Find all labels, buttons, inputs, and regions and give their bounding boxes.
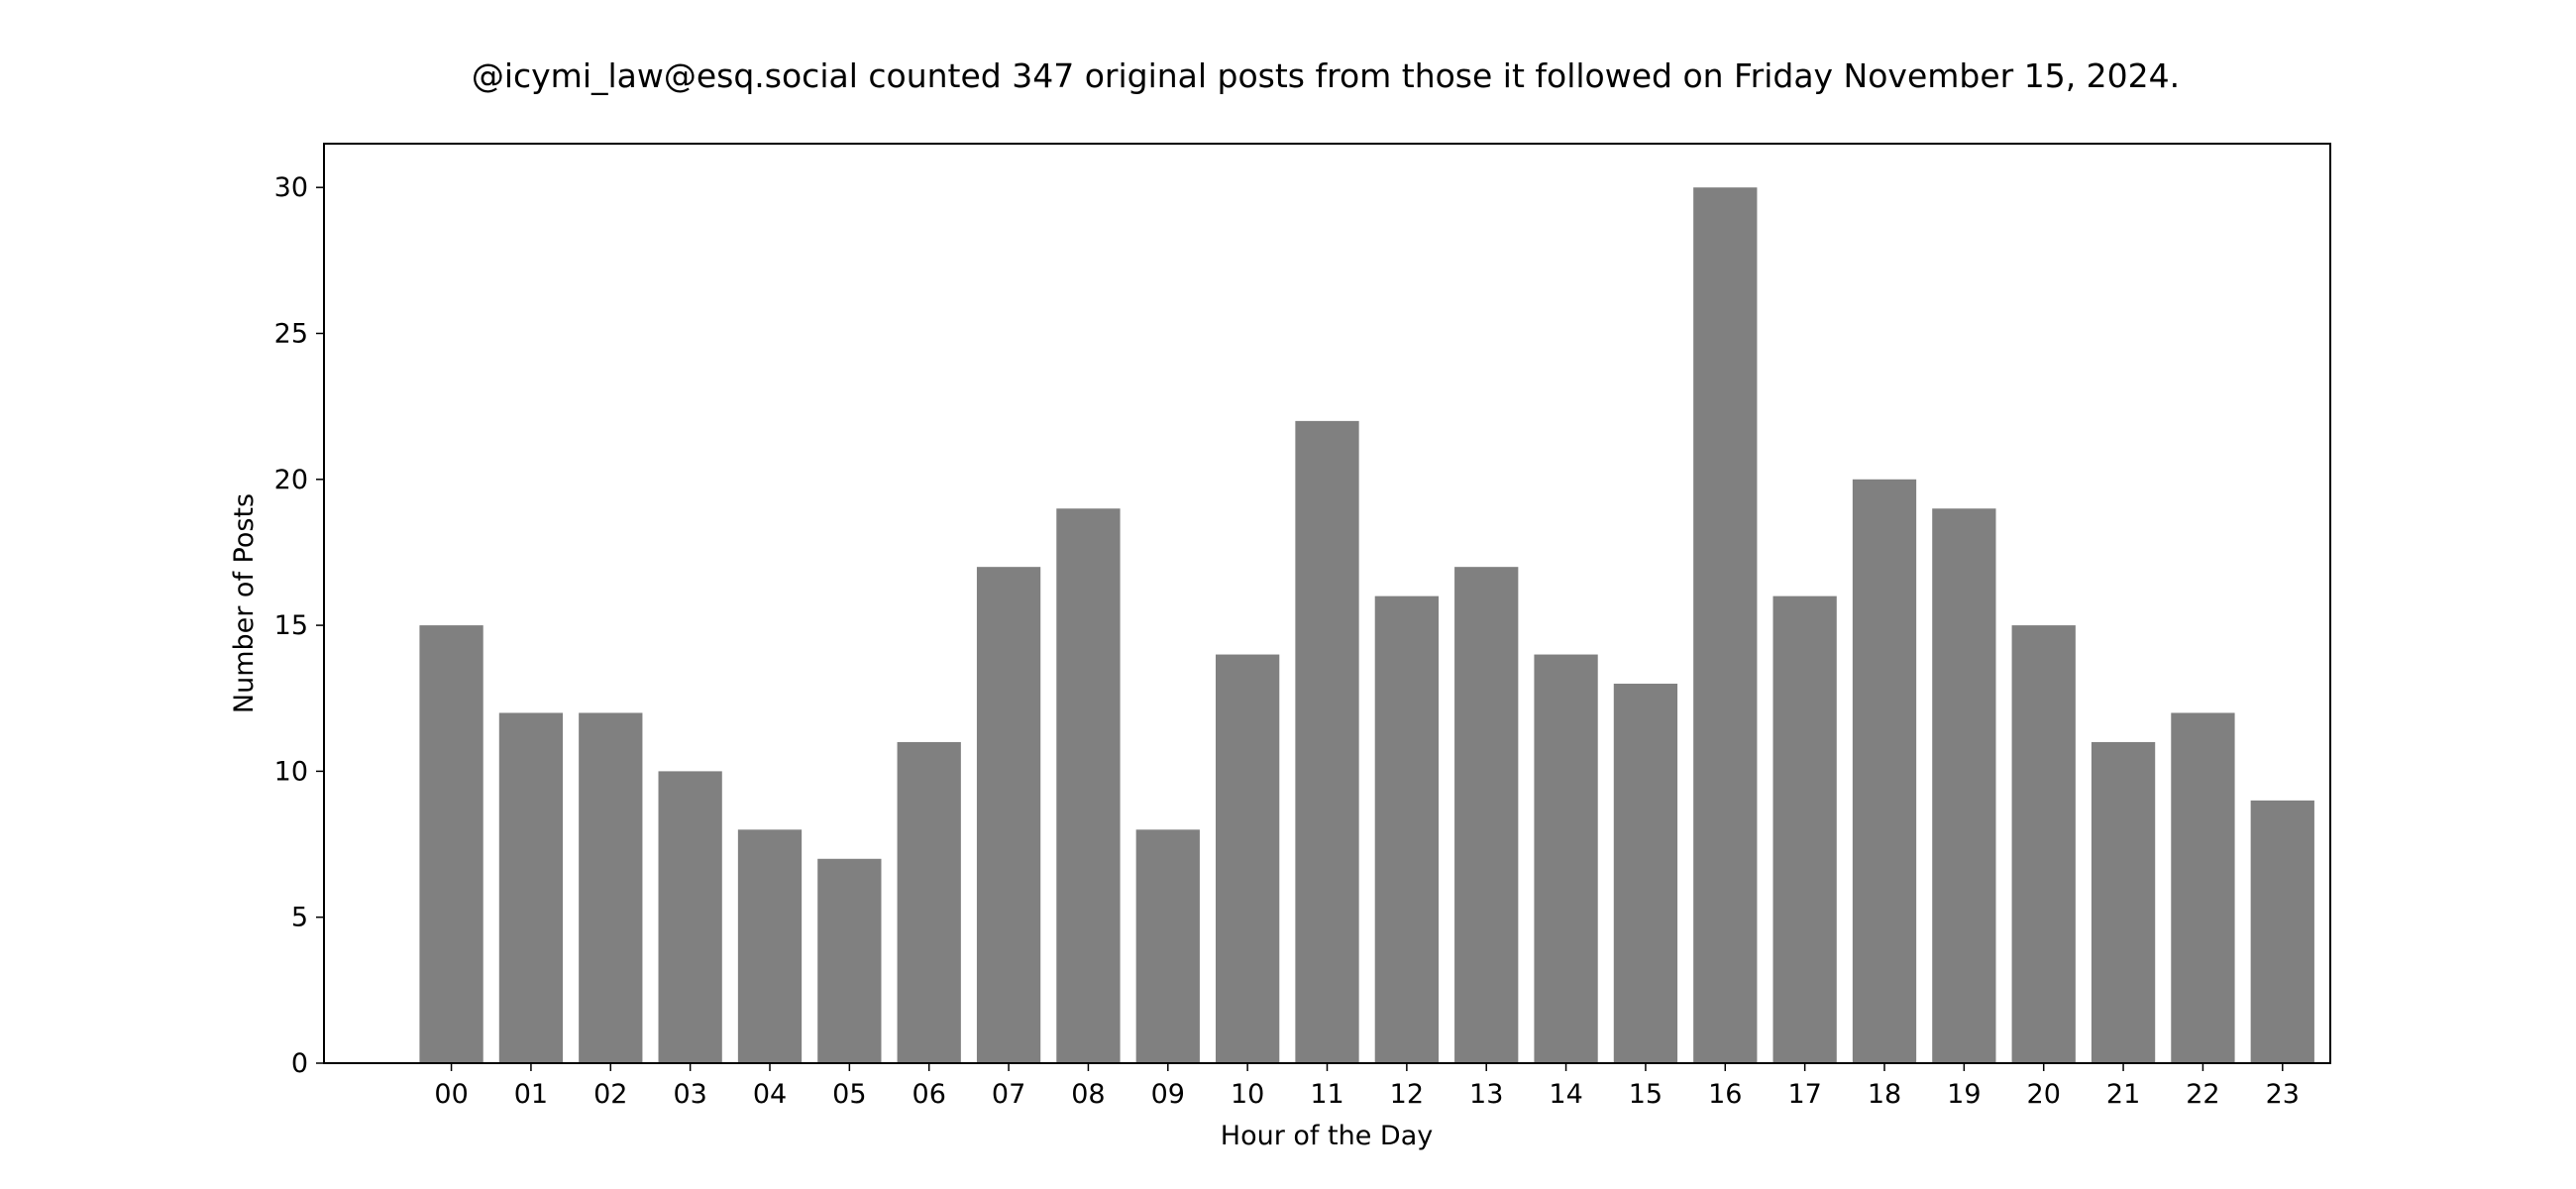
x-tick-label: 07 [992, 1079, 1025, 1110]
x-tick-label: 17 [1787, 1079, 1821, 1110]
x-tick-label: 12 [1390, 1079, 1424, 1110]
x-tick-label: 15 [1629, 1079, 1663, 1110]
x-tick-label: 19 [1947, 1079, 1981, 1110]
x-axis-label: Hour of the Day [1221, 1121, 1433, 1151]
bar-07 [976, 567, 1041, 1063]
y-axis: 0 5 10 15 20 25 30 [274, 172, 324, 1079]
x-tick-label: 09 [1151, 1079, 1185, 1110]
bar-06 [897, 741, 961, 1063]
x-tick-label: 02 [593, 1079, 627, 1110]
x-tick-label: 00 [434, 1079, 468, 1110]
bar-03 [658, 771, 722, 1063]
bar-15 [1613, 684, 1678, 1063]
bar-12 [1374, 595, 1439, 1063]
bar-21 [2091, 741, 2156, 1063]
bar-02 [579, 712, 643, 1063]
bar-00 [419, 625, 483, 1063]
y-axis-label: Number of Posts [229, 493, 260, 713]
bar-17 [1772, 595, 1837, 1063]
y-tick-label: 30 [274, 172, 308, 203]
y-tick-label: 5 [291, 903, 308, 933]
x-tick-label: 20 [2027, 1079, 2061, 1110]
x-tick-label: 08 [1071, 1079, 1105, 1110]
x-tick-label: 10 [1231, 1079, 1264, 1110]
x-tick-label: 14 [1549, 1079, 1582, 1110]
bar-14 [1534, 654, 1598, 1063]
bar-11 [1295, 420, 1359, 1063]
bar-16 [1693, 187, 1758, 1063]
y-tick-label: 10 [274, 756, 308, 787]
bar-22 [2171, 712, 2235, 1063]
x-tick-label: 16 [1708, 1079, 1742, 1110]
y-tick-label: 0 [291, 1048, 308, 1079]
x-tick-label: 04 [753, 1079, 787, 1110]
bar-18 [1852, 479, 1917, 1063]
bar-08 [1056, 508, 1121, 1063]
bar-19 [1932, 508, 1996, 1063]
x-tick-label: 11 [1310, 1079, 1343, 1110]
x-tick-label: 23 [2266, 1079, 2300, 1110]
x-tick-label: 18 [1868, 1079, 1901, 1110]
x-tick-label: 13 [1469, 1079, 1503, 1110]
chart-title: @icymi_law@esq.social counted 347 origin… [472, 56, 2180, 95]
y-tick-label: 20 [274, 465, 308, 495]
x-tick-label: 01 [514, 1079, 548, 1110]
x-tick-label: 21 [2106, 1079, 2140, 1110]
y-tick-label: 25 [274, 318, 308, 349]
bars [419, 187, 2314, 1063]
y-tick-label: 15 [274, 610, 308, 641]
x-axis: 00 01 02 03 04 05 06 07 08 09 10 11 12 13 14 15 16 17 18 19… [434, 1063, 2300, 1110]
x-tick-label: 22 [2186, 1079, 2219, 1110]
bar-09 [1135, 829, 1200, 1063]
bar-20 [2011, 625, 2076, 1063]
x-tick-label: 05 [832, 1079, 866, 1110]
bar-23 [2250, 800, 2314, 1063]
bar-04 [737, 829, 803, 1063]
bar-13 [1454, 567, 1519, 1063]
bar-05 [817, 858, 882, 1063]
bar-10 [1216, 654, 1280, 1063]
bar-01 [498, 712, 564, 1063]
x-tick-label: 03 [673, 1079, 706, 1110]
x-tick-label: 06 [912, 1079, 946, 1110]
